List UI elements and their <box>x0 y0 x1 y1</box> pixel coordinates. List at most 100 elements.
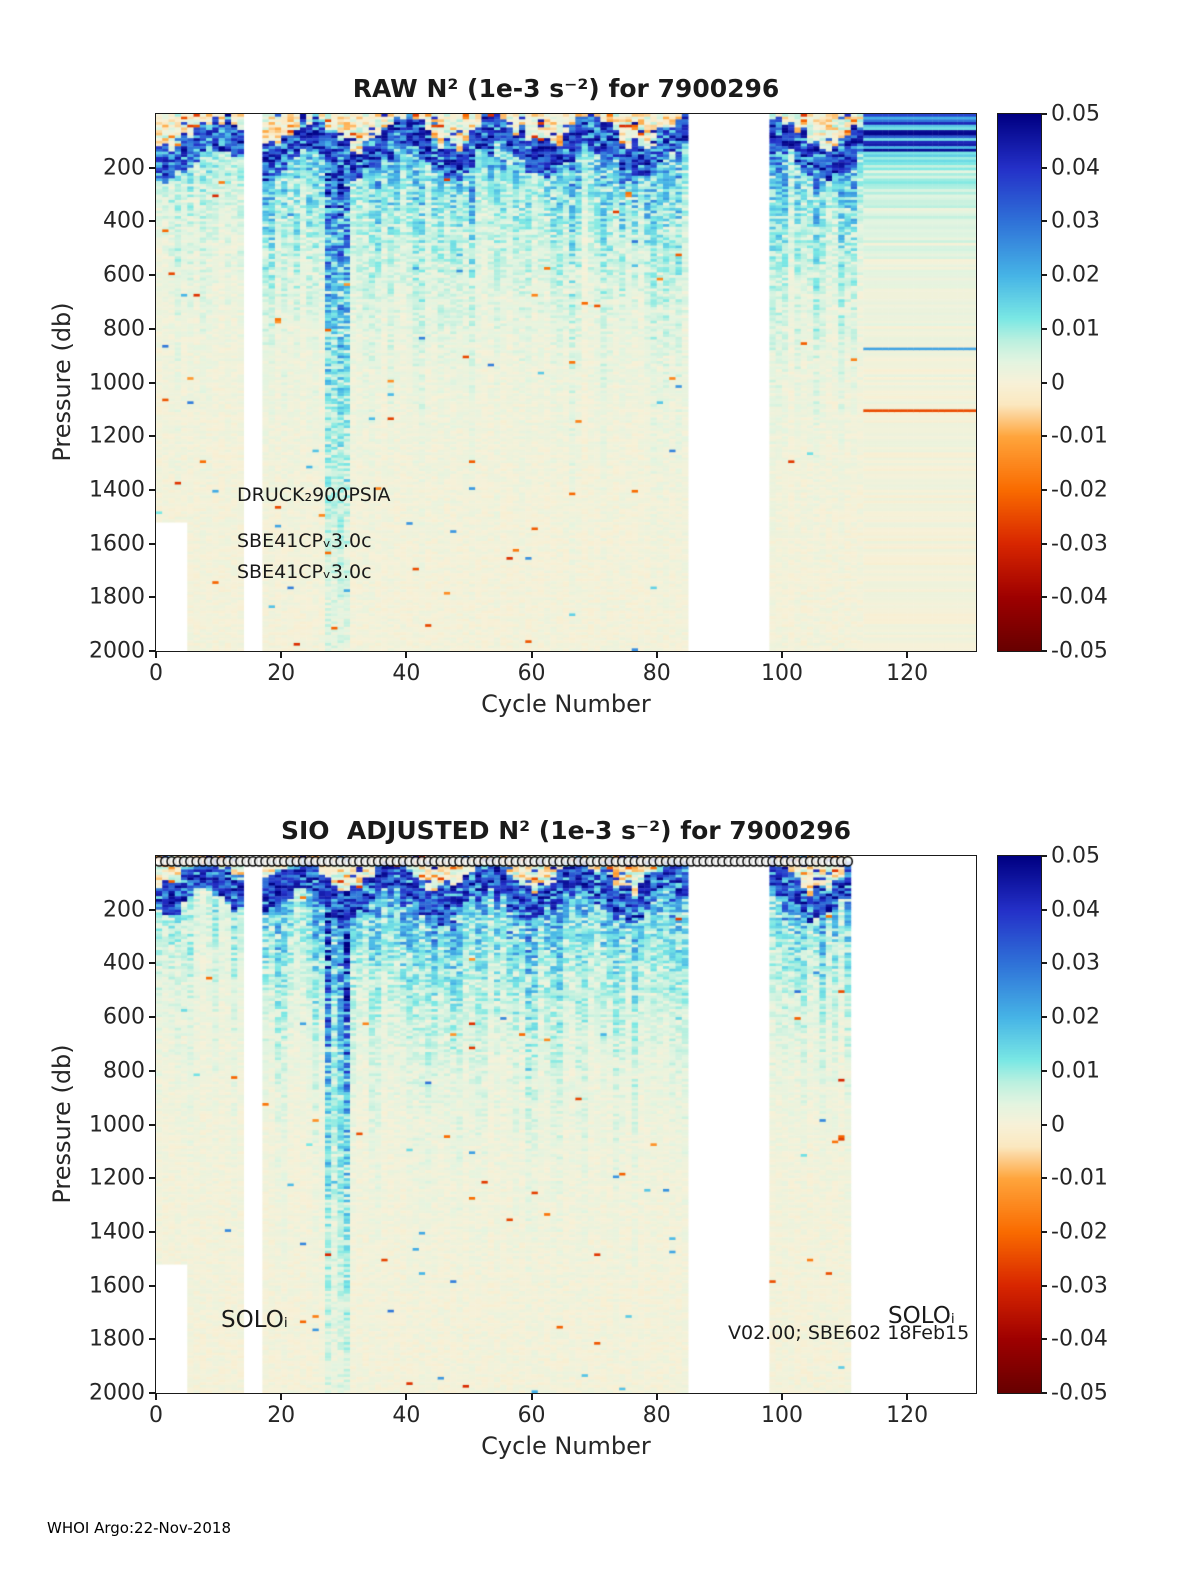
y-tick-label: 1800 <box>89 584 145 610</box>
y-tick-label: 200 <box>103 155 145 181</box>
colorbar-tick-label: -0.04 <box>1051 1326 1108 1352</box>
y-tick-mark <box>149 166 156 169</box>
colorbar-tick-mark <box>1041 381 1047 384</box>
colorbar-tick-mark <box>1041 1069 1047 1072</box>
x-tick-mark <box>780 651 783 658</box>
y-tick-label: 400 <box>103 950 145 976</box>
adjusted-heatmap-plot: 0 20 40 60 80 100 120 200 400 600 800 1000 1200 1400 1… <box>89 855 977 1428</box>
x-tick-label: 120 <box>886 661 929 686</box>
y-tick-mark <box>149 1177 156 1180</box>
y-tick-label: 1400 <box>89 477 145 503</box>
footer-timestamp: WHOI Argo:22-Nov-2018 <box>47 1519 231 1537</box>
x-tick-mark <box>906 1393 909 1400</box>
y-tick-mark <box>149 381 156 384</box>
raw-colorbar-canvas <box>998 114 1041 651</box>
colorbar-tick-mark <box>1041 113 1047 115</box>
y-tick-mark <box>149 1069 156 1072</box>
colorbar-tick-label: 0.01 <box>1051 1058 1100 1084</box>
adjusted-heatmap-canvas <box>156 856 976 1393</box>
y-tick-label: 1000 <box>89 370 145 395</box>
colorbar-tick-mark <box>1041 650 1047 652</box>
x-tick-label: 60 <box>517 661 546 686</box>
x-tick-label: 80 <box>642 661 671 686</box>
y-tick-label: 600 <box>103 262 145 288</box>
colorbar-tick-label: 0.03 <box>1051 950 1100 976</box>
colorbar-tick-label: 0.03 <box>1051 208 1100 234</box>
y-tick-label: 1600 <box>89 1273 145 1299</box>
adjusted-y-axis-label: Pressure (db) <box>48 1044 76 1204</box>
raw-annotation-ctd-version-2: SBE41CPᵥ3.0c <box>237 561 372 583</box>
colorbar-tick-mark <box>1041 596 1047 599</box>
x-tick-label: 0 <box>149 661 163 686</box>
x-tick-label: 60 <box>517 1403 546 1428</box>
x-tick-label: 80 <box>642 1403 671 1428</box>
colorbar-tick-mark <box>1041 435 1047 438</box>
colorbar-tick-mark <box>1041 1338 1047 1341</box>
y-tick-label: 200 <box>103 897 145 923</box>
x-tick-mark <box>530 651 533 658</box>
colorbar-tick-mark <box>1041 1284 1047 1287</box>
colorbar-tick-label: 0.04 <box>1051 155 1100 181</box>
x-tick-mark <box>906 651 909 658</box>
colorbar-tick-mark <box>1041 274 1047 277</box>
y-tick-label: 2000 <box>89 1380 145 1406</box>
y-tick-mark <box>149 274 156 277</box>
x-tick-mark <box>280 651 283 658</box>
y-tick-mark <box>149 1016 156 1019</box>
x-tick-label: 40 <box>392 661 421 686</box>
y-tick-mark <box>149 650 156 652</box>
y-tick-mark <box>149 1338 156 1341</box>
colorbar-tick-label: 0 <box>1051 1112 1065 1137</box>
colorbar-tick-mark <box>1041 220 1047 223</box>
y-tick-mark <box>149 488 156 491</box>
x-tick-mark <box>780 1393 783 1400</box>
y-tick-label: 1600 <box>89 531 145 557</box>
raw-annotation-pressure-sensor: DRUCK₂900PSIA <box>237 484 391 506</box>
colorbar-tick-label: 0.05 <box>1051 101 1100 127</box>
y-tick-label: 1200 <box>89 1165 145 1191</box>
x-tick-label: 20 <box>267 1403 296 1428</box>
x-tick-label: 20 <box>267 661 296 686</box>
x-tick-label: 100 <box>760 1403 803 1428</box>
colorbar-tick-label: 0 <box>1051 370 1065 395</box>
y-tick-mark <box>149 1230 156 1233</box>
y-tick-mark <box>149 1284 156 1287</box>
colorbar-tick-label: 0.02 <box>1051 262 1100 288</box>
colorbar-tick-mark <box>1041 1123 1047 1126</box>
y-tick-mark <box>149 435 156 438</box>
colorbar-tick-mark <box>1041 327 1047 330</box>
colorbar-tick-label: 0.05 <box>1051 843 1100 869</box>
colorbar-tick-label: -0.01 <box>1051 423 1108 449</box>
colorbar-tick-mark <box>1041 1177 1047 1180</box>
x-tick-label: 120 <box>886 1403 929 1428</box>
colorbar-tick-label: -0.03 <box>1051 531 1108 557</box>
y-tick-label: 1200 <box>89 423 145 449</box>
y-tick-label: 1400 <box>89 1219 145 1245</box>
colorbar-tick-mark <box>1041 542 1047 545</box>
y-tick-mark <box>149 327 156 330</box>
colorbar-tick-label: -0.05 <box>1051 638 1108 664</box>
y-tick-label: 2000 <box>89 638 145 664</box>
y-tick-mark <box>149 962 156 965</box>
raw-colorbar: 0.05 0.04 0.03 0.02 0.01 0 -0.01 -0.02 -0.03 -0.0… <box>997 102 1108 664</box>
colorbar-tick-label: 0.04 <box>1051 897 1100 923</box>
raw-heatmap-plot: 0 20 40 60 80 100 120 200 400 600 800 1000 1200 1400 1… <box>89 113 977 686</box>
colorbar-tick-label: 0.02 <box>1051 1004 1100 1030</box>
x-tick-label: 100 <box>760 661 803 686</box>
raw-y-axis-label: Pressure (db) <box>48 302 76 462</box>
x-tick-mark <box>405 651 408 658</box>
x-tick-label: 0 <box>149 1403 163 1428</box>
adjusted-annotation-float-type-left: SOLOᵢ <box>221 1307 288 1333</box>
colorbar-tick-label: -0.03 <box>1051 1273 1108 1299</box>
colorbar-tick-label: -0.02 <box>1051 1219 1108 1245</box>
colorbar-tick-label: 0.01 <box>1051 316 1100 342</box>
x-tick-mark <box>655 1393 658 1400</box>
raw-annotation-ctd-version-1: SBE41CPᵥ3.0c <box>237 530 372 552</box>
colorbar-tick-mark <box>1041 488 1047 491</box>
y-tick-mark <box>149 542 156 545</box>
x-tick-mark <box>155 651 157 658</box>
y-tick-label: 600 <box>103 1004 145 1030</box>
adjusted-colorbar: 0.05 0.04 0.03 0.02 0.01 0 -0.01 -0.02 -0.03 -0.0… <box>997 844 1108 1406</box>
y-tick-mark <box>149 220 156 223</box>
x-tick-mark <box>530 1393 533 1400</box>
